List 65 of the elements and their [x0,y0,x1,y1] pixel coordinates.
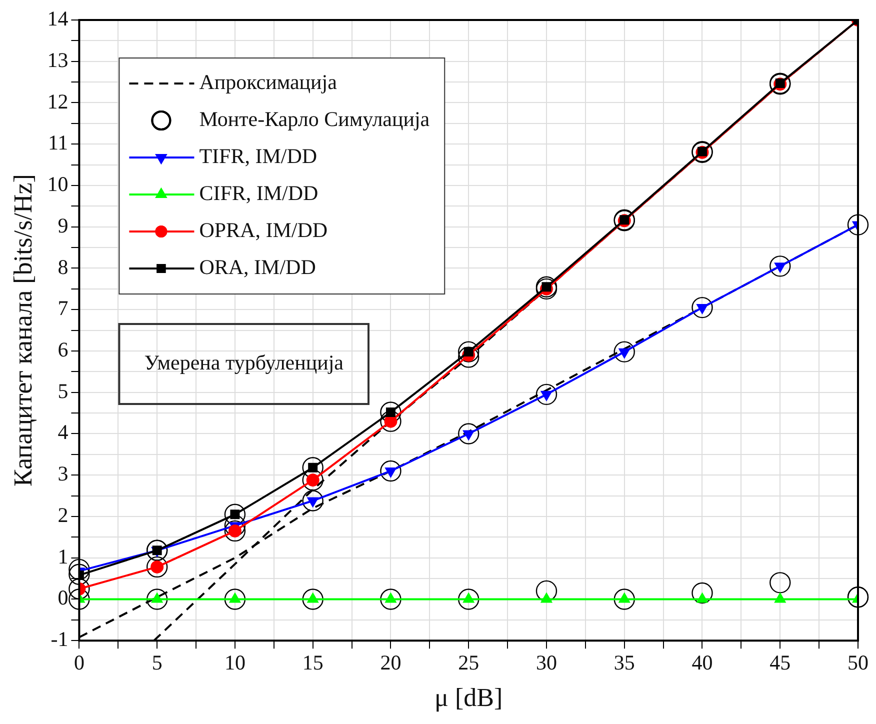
legend-label: Монте-Карло Симулација [199,107,430,132]
y-tick-label: 2 [58,502,68,527]
y-tick-label: 4 [58,420,69,444]
point [68,558,90,580]
point [692,582,713,604]
legend-label: TIFR, IM/DD [199,144,318,168]
legend-label: Апроксимација [199,70,338,94]
x-tick-label: 25 [458,650,480,675]
y-tick-label: 9 [58,213,68,238]
x-tick-label: 5 [152,650,162,675]
point [536,580,558,602]
y-tick-label: 5 [58,378,68,403]
y-tick-label: 13 [47,48,68,72]
x-tick-label: 30 [536,650,557,675]
point [770,572,791,594]
legend-label: ORA, IM/DD [199,255,316,280]
point [774,592,786,603]
point [458,346,480,368]
point [380,460,402,482]
point [302,490,324,512]
point [224,588,246,610]
x-tick-label: 45 [770,650,791,675]
point [458,423,480,444]
point [302,469,324,491]
point [146,556,168,578]
point [224,520,246,542]
x-tick-label: 50 [848,650,868,675]
point [302,588,324,610]
y-axis-title: Капацитет канала [bits/s/Hz] [8,174,38,487]
x-tick-label: 20 [380,650,402,675]
point [380,410,402,432]
y-tick-label: 12 [47,89,68,114]
y-tick-label: 10 [47,172,68,196]
point [540,592,552,603]
y-tick-label: 0 [58,586,68,610]
point [68,578,90,600]
point [458,588,480,610]
x-tick-label: 15 [302,650,324,675]
point [68,564,90,586]
point [770,256,791,277]
x-tick-label: 40 [692,650,713,675]
point [380,588,402,610]
point [614,588,635,610]
point [692,296,713,318]
point [146,588,168,610]
point [224,504,246,526]
y-tick-label: 14 [47,6,69,31]
x-axis-title: μ [dB] [434,683,503,712]
legend-label: CIFR, IM/DD [199,181,318,206]
y-tick-label: -1 [50,627,68,652]
x-tick-label: 35 [614,650,635,675]
y-tick-label: 7 [58,296,68,320]
y-tick-label: 3 [58,462,68,486]
y-tick-label: 8 [58,254,68,279]
x-tick-label: 10 [224,650,246,675]
y-tick-label: 11 [48,130,68,155]
y-tick-label: 6 [58,338,68,362]
point [614,341,635,362]
y-tick-label: 1 [58,544,68,568]
point [68,588,90,610]
point [536,384,558,406]
annotation: Умерена турбуленција [144,350,344,375]
legend-label: OPRA, IM/DD [199,218,328,242]
point [847,214,869,236]
x-tick-label: 0 [74,650,84,675]
